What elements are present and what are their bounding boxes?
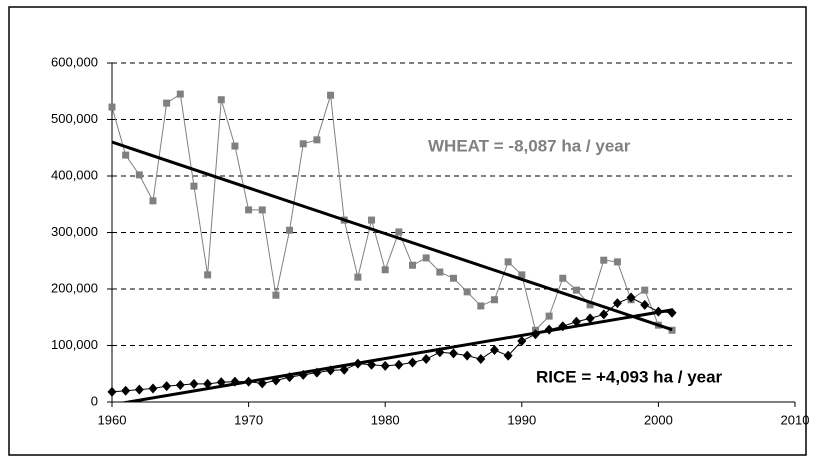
- point: [121, 385, 131, 396]
- point: [190, 182, 198, 190]
- annotation: RICE = +4,093 ha / year: [536, 367, 723, 386]
- point: [613, 258, 621, 266]
- point: [368, 216, 376, 224]
- point: [408, 357, 418, 368]
- chart-frame: [8, 6, 807, 456]
- point: [258, 206, 266, 214]
- point: [422, 254, 430, 262]
- x-tick-label: 1980: [371, 412, 400, 427]
- point: [217, 96, 225, 104]
- point: [518, 271, 526, 279]
- point: [668, 326, 676, 334]
- point: [450, 274, 457, 282]
- trendline: [112, 140, 673, 332]
- point: [149, 197, 157, 205]
- point: [504, 258, 512, 266]
- point: [503, 350, 513, 361]
- point: [134, 384, 144, 395]
- point: [421, 354, 431, 365]
- point: [449, 348, 458, 359]
- point: [286, 226, 294, 234]
- point: [641, 286, 649, 294]
- point: [313, 136, 321, 144]
- point: [559, 274, 567, 282]
- trendlines: [112, 140, 673, 402]
- point: [381, 266, 389, 274]
- trendline: [119, 308, 673, 402]
- point: [203, 378, 213, 389]
- point: [354, 273, 362, 281]
- y-tick-label: 300,000: [51, 224, 98, 239]
- point: [162, 381, 172, 392]
- point: [489, 345, 499, 356]
- point: [599, 309, 609, 320]
- annotation: WHEAT = -8,087 ha / year: [428, 136, 631, 155]
- point: [476, 354, 486, 365]
- point: [477, 302, 485, 310]
- x-tick-label: 1960: [98, 412, 127, 427]
- y-tick-label: 0: [91, 393, 98, 408]
- point: [327, 91, 335, 99]
- series-line: [111, 93, 673, 332]
- point: [272, 291, 280, 299]
- point: [626, 292, 636, 303]
- point: [463, 288, 471, 296]
- point: [394, 359, 404, 370]
- point: [176, 90, 184, 98]
- point: [490, 296, 498, 304]
- point: [585, 313, 595, 324]
- point: [572, 286, 580, 294]
- point: [545, 312, 553, 320]
- y-tick-label: 600,000: [51, 54, 98, 69]
- y-tick-label: 500,000: [51, 111, 98, 126]
- x-tick-label: 1970: [234, 412, 263, 427]
- point: [586, 301, 594, 309]
- point: [175, 380, 185, 391]
- y-tick-label: 400,000: [51, 167, 98, 182]
- point: [409, 261, 417, 269]
- point: [231, 142, 239, 150]
- point: [108, 103, 116, 111]
- point: [189, 378, 199, 389]
- point: [204, 271, 212, 279]
- point: [245, 206, 253, 214]
- point: [612, 298, 622, 309]
- x-tick-label: 1990: [507, 412, 536, 427]
- point: [107, 386, 117, 397]
- point: [135, 171, 143, 179]
- point: [640, 299, 650, 310]
- point: [148, 383, 158, 394]
- point: [122, 151, 130, 159]
- y-tick-label: 100,000: [51, 337, 98, 352]
- point: [163, 99, 171, 107]
- x-tick-label: 2000: [644, 412, 673, 427]
- point: [380, 360, 390, 371]
- point: [436, 268, 444, 276]
- point: [395, 228, 403, 236]
- y-tick-label: 200,000: [51, 280, 98, 295]
- point: [517, 335, 527, 346]
- point: [600, 256, 608, 264]
- x-tick-label: 2010: [781, 412, 810, 427]
- point: [299, 140, 307, 148]
- point: [462, 350, 472, 361]
